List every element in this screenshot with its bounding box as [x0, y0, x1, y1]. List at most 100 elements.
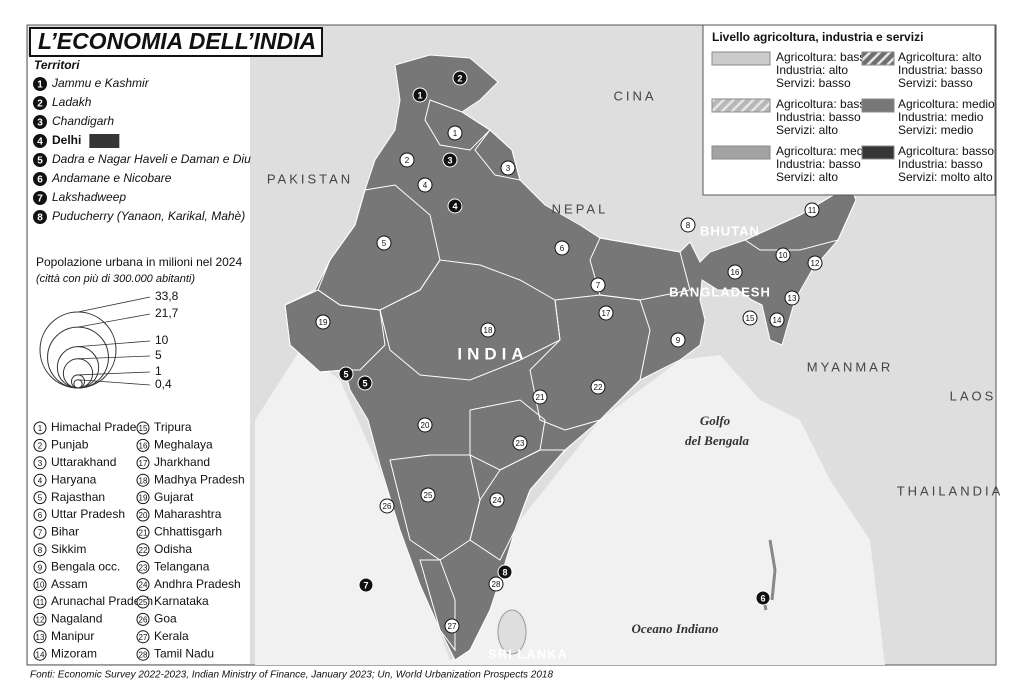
- legend-label: Industria: basso: [898, 157, 983, 171]
- map-label: MYANMAR: [807, 359, 893, 374]
- state-badge: [33, 630, 47, 644]
- territory-marker-number: 8: [502, 567, 507, 577]
- scale-leader: [77, 355, 151, 360]
- state-badge: [136, 647, 150, 661]
- territory-badge: [33, 96, 47, 110]
- map-markers: 1234567891011121314151617181920212223242…: [315, 70, 823, 634]
- state-number: 21: [139, 529, 148, 538]
- territory-marker-number: 1: [417, 90, 422, 100]
- state-name: Punjab: [51, 438, 89, 452]
- legend-label: Agricoltura: medio: [898, 97, 995, 111]
- state-marker-number: 5: [382, 239, 387, 248]
- state-marker-number: 10: [779, 251, 788, 260]
- legend-swatch: [861, 51, 895, 66]
- scale-label: 5: [155, 348, 162, 362]
- map-label: SRI LANKA: [488, 646, 568, 661]
- territory-badge: [33, 172, 47, 186]
- map-label: CINA: [613, 88, 656, 103]
- state-marker-number: 7: [596, 281, 601, 290]
- state-number: 26: [139, 616, 148, 625]
- state-name: Jharkhand: [154, 455, 210, 469]
- scale-leader: [77, 340, 151, 348]
- legend-label: Servizi: medio: [898, 123, 974, 137]
- state-name: Himachal Pradesh: [51, 420, 149, 434]
- state-badge: [33, 595, 47, 609]
- state-marker: [680, 217, 696, 233]
- state-marker-number: 15: [746, 314, 755, 323]
- state-name: Madhya Pradesh: [154, 472, 245, 486]
- territory-badge: [33, 134, 47, 148]
- state-number: 22: [139, 546, 148, 555]
- state-marker-number: 3: [506, 164, 511, 173]
- state-marker-number: 6: [560, 244, 565, 253]
- state-marker-number: 22: [594, 383, 603, 392]
- state-number: 19: [139, 494, 148, 503]
- state-marker: [480, 322, 496, 338]
- legend-label: Industria: medio: [898, 110, 984, 124]
- territory-marker: [358, 577, 374, 593]
- map-label: BHUTAN: [700, 223, 760, 238]
- region: [424, 99, 491, 151]
- state-name: Telangana: [154, 559, 210, 573]
- state-name: Goa: [154, 612, 177, 626]
- territory-number: 8: [37, 213, 43, 224]
- state-number: 8: [38, 546, 43, 555]
- state-marker: [447, 125, 463, 141]
- territory-marker-number: 3: [447, 155, 452, 165]
- territories-heading: Territori: [34, 58, 80, 72]
- state-badge: [136, 473, 150, 487]
- state-number: 20: [139, 511, 148, 520]
- state-marker-number: 11: [808, 206, 817, 215]
- state-marker-number: 26: [383, 502, 392, 511]
- state-marker-number: 16: [731, 268, 740, 277]
- state-badge: [136, 630, 150, 644]
- state-name: Tamil Nadu: [154, 646, 214, 660]
- legend-label: Agricoltura: basso: [898, 144, 994, 158]
- legend-label: Agricoltura: basso: [776, 97, 872, 111]
- state-name: Manipur: [51, 629, 94, 643]
- region: [284, 289, 386, 373]
- state-marker-number: 25: [424, 491, 433, 500]
- state-marker-number: 1: [453, 129, 458, 138]
- territory-number: 7: [37, 194, 43, 205]
- panel-lists: 1 Jammu e Kashmir 2 Ladakh 3 Chandigarh 4 Delhi…: [33, 76, 251, 661]
- state-marker: [417, 417, 433, 433]
- territory-number: 6: [37, 175, 43, 186]
- state-marker: [784, 290, 800, 306]
- state-number: 2: [38, 442, 43, 451]
- state-badge: [136, 491, 150, 505]
- state-number: 27: [139, 633, 148, 642]
- state-name: Andhra Pradesh: [154, 577, 241, 591]
- scale-leader: [77, 371, 151, 376]
- legend-label: Agricoltura: basso: [776, 50, 872, 64]
- state-name: Rajasthan: [51, 490, 105, 504]
- scale-label: 21,7: [155, 306, 179, 320]
- territory-marker-number: 5: [343, 369, 348, 379]
- state-name: Karnataka: [154, 594, 209, 608]
- region: [474, 129, 521, 181]
- territory-badge: [33, 153, 47, 167]
- legend-swatch: [711, 98, 771, 113]
- legend-label: Servizi: alto: [776, 170, 838, 184]
- state-badge: [33, 543, 47, 557]
- state-badge: [136, 578, 150, 592]
- state-badge: [33, 473, 47, 487]
- legend-swatch: [861, 98, 895, 113]
- territory-name: Lakshadweep: [52, 190, 126, 204]
- legend-label: Industria: alto: [776, 63, 848, 77]
- state-name: Kerala: [154, 629, 189, 643]
- legend-title: Livello agricoltura, industria e servizi: [712, 30, 923, 44]
- map-label: NEPAL: [552, 201, 609, 216]
- legend-label: Agricoltura: medio: [776, 144, 873, 158]
- state-badge: [136, 612, 150, 626]
- territory-marker: [497, 564, 513, 580]
- map-label: PAKISTAN: [267, 171, 353, 186]
- state-marker: [807, 255, 823, 271]
- territory-marker: [755, 590, 771, 606]
- state-name: Gujarat: [154, 490, 194, 504]
- state-marker: [775, 247, 791, 263]
- state-badge: [136, 595, 150, 609]
- title-box: [29, 27, 323, 57]
